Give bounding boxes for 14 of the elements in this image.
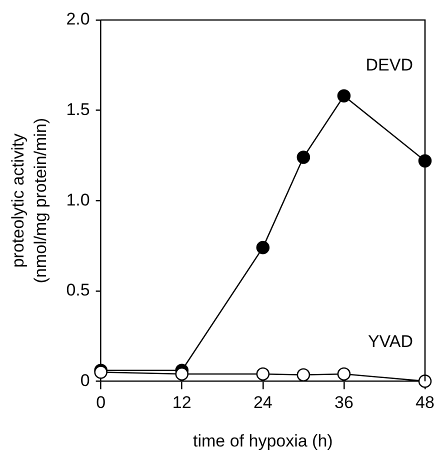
series-label: DEVD (366, 56, 413, 75)
y-axis-title: proteolytic activity (nmol/mg protein/min) (8, 118, 50, 284)
series-label: YVAD (368, 332, 413, 351)
y-tick-label: 1.0 (66, 190, 90, 210)
x-axis-title: time of hypoxia (h) (192, 431, 333, 450)
y-tick-label: 0.5 (66, 280, 90, 300)
x-tick-label: 0 (96, 393, 106, 412)
x-tick-label: 12 (172, 393, 192, 412)
x-tick-label: 24 (253, 393, 272, 412)
y-tick-label: 2.0 (66, 10, 90, 29)
y-tick-label: 0 (80, 370, 90, 390)
x-tick-label: 36 (334, 393, 354, 412)
y-tick-label: 1.5 (66, 100, 90, 119)
x-tick-label: 48 (416, 393, 434, 412)
